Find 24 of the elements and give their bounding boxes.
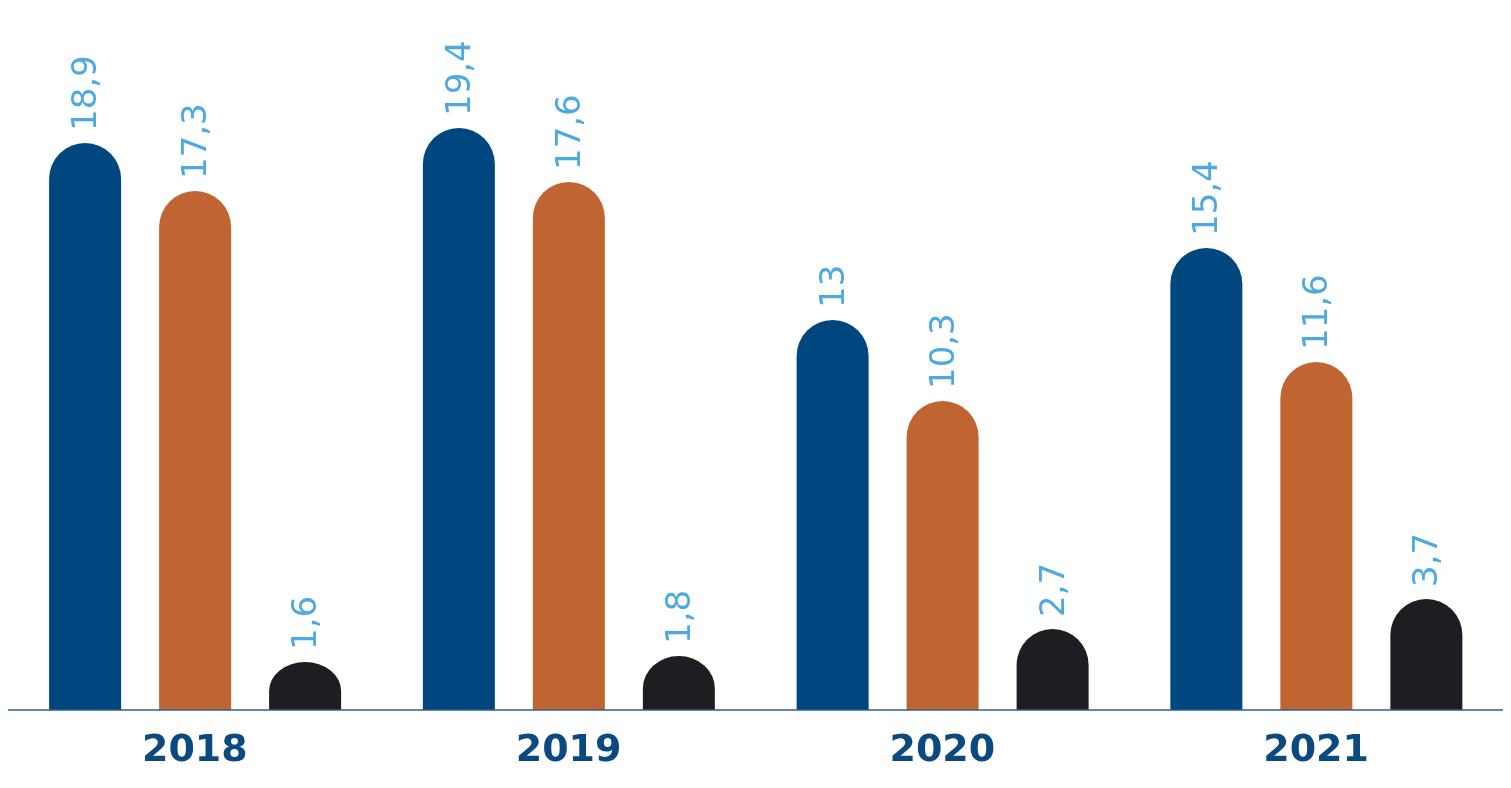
x-tick-label: 2020	[889, 725, 996, 770]
x-tick-label: 2021	[1263, 725, 1370, 770]
data-label: 15,4	[1185, 160, 1226, 236]
data-label: 19,4	[437, 40, 478, 116]
bar	[1280, 362, 1353, 710]
x-tick-label: 2019	[515, 725, 622, 770]
bar	[532, 182, 605, 710]
data-label: 1,8	[657, 589, 698, 644]
data-label: 10,3	[921, 313, 962, 389]
bar	[1170, 248, 1243, 710]
bar	[159, 191, 232, 710]
x-tick-label: 2018	[141, 725, 248, 770]
data-label: 18,9	[64, 55, 105, 131]
data-label: 2,7	[1031, 562, 1072, 617]
data-label: 17,6	[547, 94, 588, 170]
data-label: 17,3	[174, 103, 215, 179]
bar	[796, 320, 869, 710]
bar	[422, 128, 495, 710]
data-label: 1,6	[284, 595, 325, 650]
data-label: 3,7	[1405, 532, 1446, 587]
data-label: 11,6	[1295, 274, 1336, 350]
bar	[906, 401, 979, 710]
data-label: 13	[811, 264, 852, 308]
bar	[49, 143, 122, 710]
